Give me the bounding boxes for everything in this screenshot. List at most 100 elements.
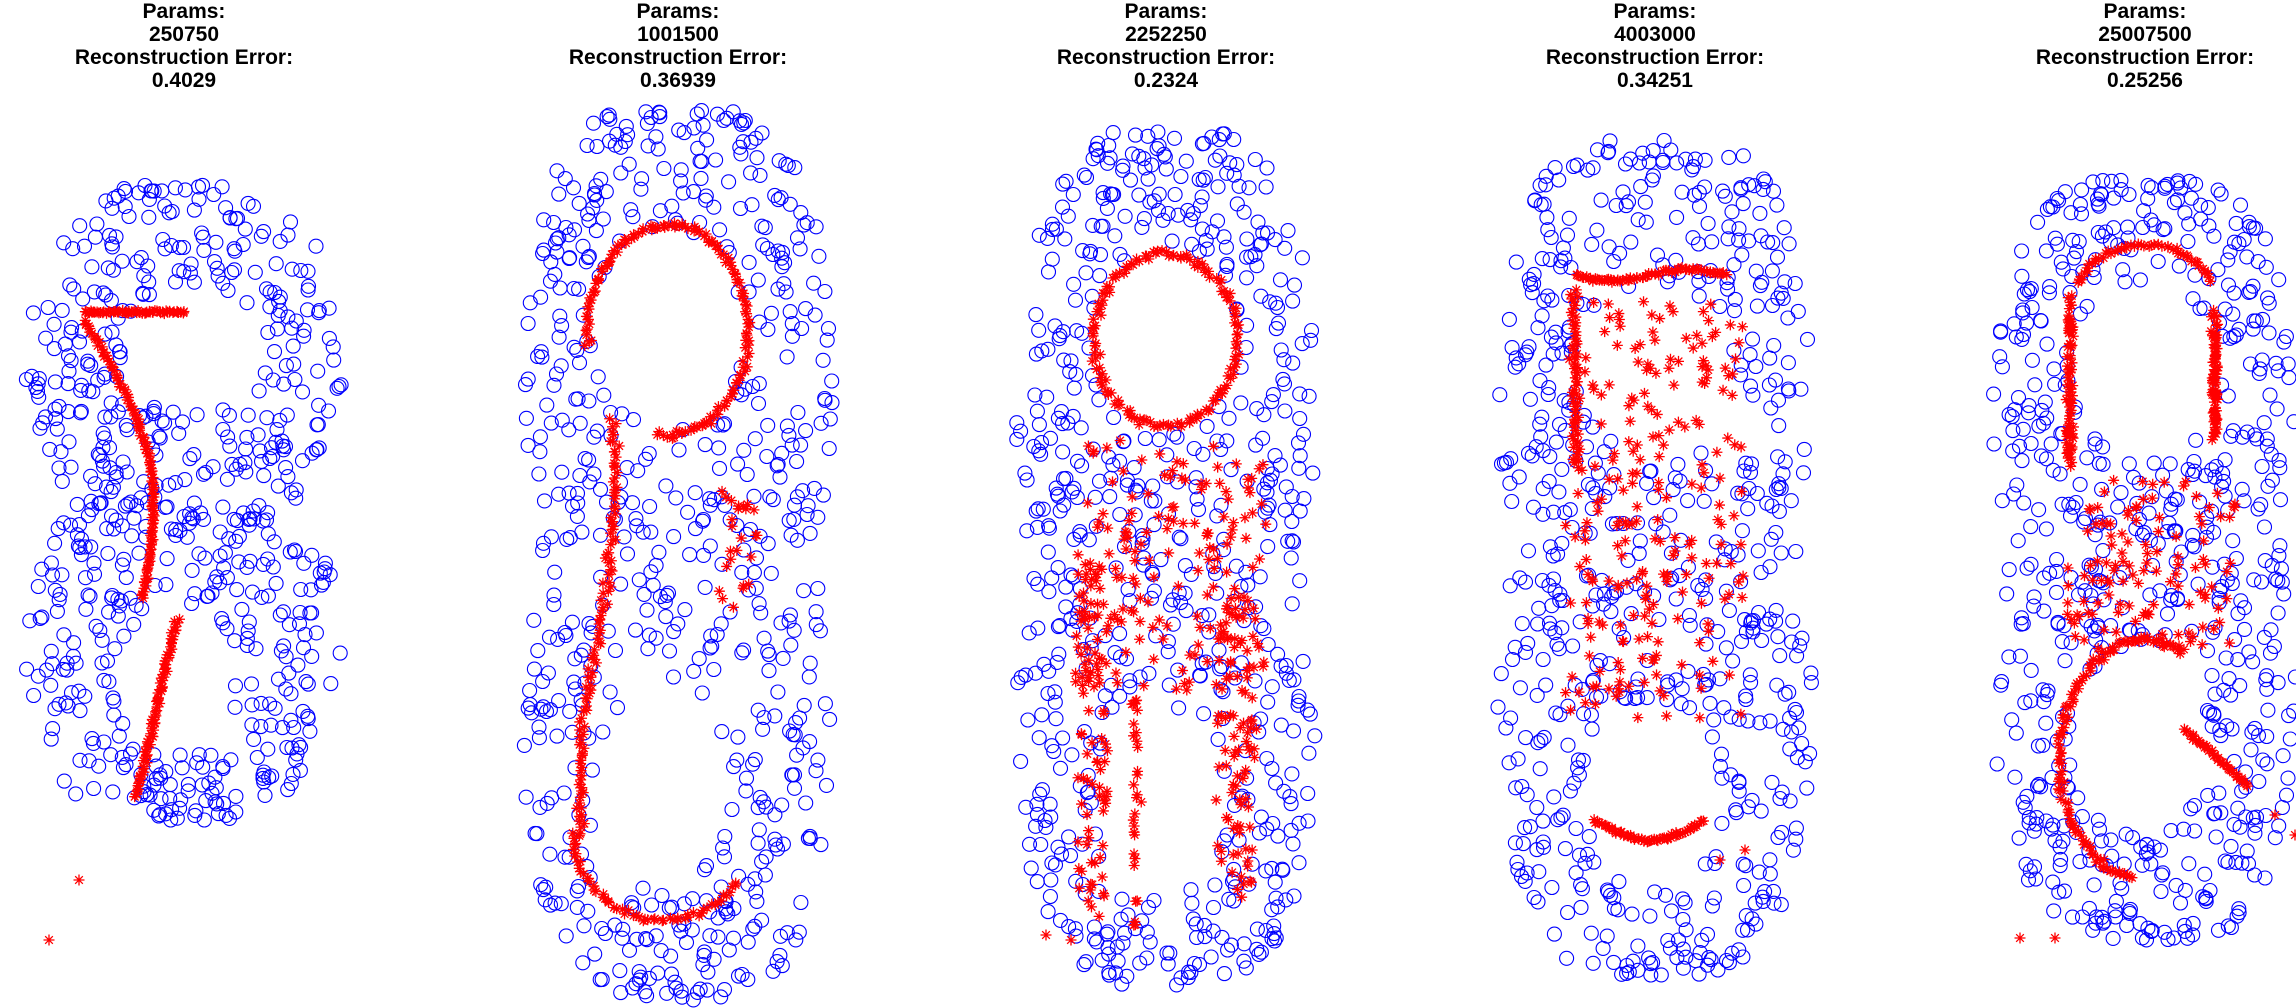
reconstructed-point — [1568, 441, 1580, 453]
original-point — [648, 557, 664, 573]
original-point — [1589, 222, 1605, 238]
reconstructed-point — [1579, 697, 1591, 709]
reconstructed-point — [1105, 387, 1117, 399]
reconstructed-point — [1179, 678, 1191, 690]
original-point — [1552, 592, 1568, 608]
original-point — [191, 747, 207, 763]
original-point — [1105, 125, 1121, 141]
reconstructed-point — [657, 429, 669, 441]
original-point — [42, 441, 58, 457]
original-point — [633, 969, 649, 985]
original-point — [2048, 584, 2065, 600]
original-point — [620, 127, 636, 143]
original-point — [267, 284, 283, 301]
original-point — [188, 803, 204, 819]
original-point — [539, 397, 555, 413]
reconstructed-point — [696, 420, 708, 432]
original-point — [1260, 539, 1276, 555]
original-point — [1770, 290, 1786, 306]
reconstructed-point — [1246, 472, 1258, 484]
reconstructed-point — [1097, 840, 1109, 852]
original-point — [2011, 830, 2027, 846]
reconstructed-point — [1171, 456, 1183, 468]
original-point — [1253, 809, 1269, 825]
original-point — [1777, 686, 1793, 702]
original-point — [2043, 821, 2059, 837]
reconstructed-point — [2106, 539, 2118, 551]
reconstructed-point — [2151, 546, 2163, 558]
original-point — [1702, 695, 1718, 711]
reconstructed-point — [1084, 666, 1096, 678]
original-point — [223, 752, 239, 768]
reconstructed-point — [1568, 421, 1580, 433]
original-point — [706, 951, 722, 967]
original-point — [2091, 198, 2107, 214]
reconstructed-point — [1645, 404, 1657, 416]
reconstructed-point — [1623, 680, 1635, 692]
original-point — [1278, 657, 1294, 674]
original-point — [1597, 489, 1613, 505]
original-point — [639, 932, 655, 948]
reconstructed-point — [1694, 712, 1706, 724]
original-point — [1581, 829, 1597, 845]
reconstructed-point — [1707, 655, 1719, 667]
original-point — [1300, 813, 1316, 829]
original-point — [692, 153, 708, 169]
original-point — [47, 701, 63, 717]
reconstructed-point — [727, 601, 739, 613]
original-point — [1277, 403, 1293, 419]
original-point — [1197, 929, 1213, 945]
original-point — [789, 532, 805, 548]
reconstructed-point — [158, 671, 170, 683]
original-point — [1594, 572, 1610, 588]
original-point — [671, 122, 687, 138]
reconstructed-point — [1232, 848, 1244, 860]
original-point — [1259, 484, 1275, 500]
original-point — [1253, 618, 1269, 634]
original-point — [1292, 573, 1308, 589]
original-point — [695, 511, 711, 528]
reconstructed-point — [583, 303, 595, 315]
original-point — [813, 415, 829, 431]
reconstructed-point — [1183, 676, 1195, 688]
original-point — [1040, 264, 1057, 280]
original-point — [518, 410, 534, 426]
original-point — [590, 369, 606, 385]
reconstructed-point — [2203, 502, 2215, 514]
original-point — [546, 214, 562, 231]
reconstructed-point — [1101, 442, 1113, 454]
original-point — [308, 625, 324, 641]
reconstructed-point — [2086, 608, 2098, 620]
original-point — [1675, 891, 1691, 907]
reconstructed-point — [720, 491, 732, 503]
original-point — [2095, 439, 2111, 455]
reconstructed-point — [1733, 337, 1745, 349]
original-point — [2221, 671, 2237, 687]
reconstructed-point — [1703, 625, 1715, 637]
original-point — [1249, 921, 1265, 937]
original-point — [1136, 211, 1152, 227]
reconstructed-point — [2105, 248, 2117, 260]
original-point — [571, 355, 588, 371]
reconstructed-point — [1572, 446, 1584, 458]
reconstructed-point — [1570, 284, 1582, 296]
original-point — [303, 582, 319, 598]
reconstructed-point — [1228, 730, 1240, 742]
original-point — [782, 607, 798, 623]
original-point — [2030, 738, 2046, 754]
reconstructed-point — [1177, 458, 1189, 470]
original-point — [1583, 707, 1599, 723]
original-point — [1044, 738, 1060, 754]
reconstructed-point — [2208, 368, 2220, 380]
original-point — [2121, 456, 2137, 472]
original-point — [1078, 954, 1094, 970]
original-point — [218, 200, 234, 216]
original-point — [292, 604, 308, 621]
original-point — [54, 567, 70, 583]
original-point — [281, 665, 297, 681]
reconstructed-point — [1238, 878, 1250, 890]
original-point — [762, 489, 778, 505]
reconstructed-point — [1092, 609, 1104, 621]
original-point — [1250, 214, 1266, 230]
original-point — [1593, 192, 1609, 208]
